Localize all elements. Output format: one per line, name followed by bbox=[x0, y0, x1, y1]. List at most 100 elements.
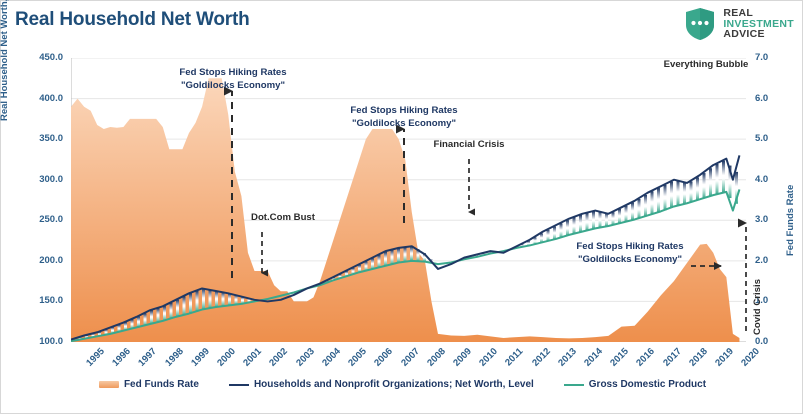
legend-swatch-area-icon bbox=[98, 381, 119, 388]
band-stripe bbox=[176, 299, 179, 317]
band-stripe bbox=[696, 177, 699, 201]
band-stripe bbox=[605, 212, 608, 227]
band-stripe bbox=[670, 181, 673, 208]
band-stripe bbox=[423, 253, 426, 262]
y-axis-left-tick: 300.0 bbox=[39, 173, 63, 185]
x-axis-tick: 1995 bbox=[84, 346, 107, 369]
band-stripe bbox=[150, 310, 153, 325]
band-stripe bbox=[592, 211, 595, 230]
chart-legend: Fed Funds Rate Households and Nonprofit … bbox=[1, 379, 803, 390]
x-axis-tick: 2007 bbox=[398, 346, 422, 369]
x-axis-tick: 2011 bbox=[503, 346, 526, 369]
gdp-line-path bbox=[71, 189, 741, 342]
y-axis-right-tick: 0.0 bbox=[755, 336, 769, 347]
band-stripe bbox=[572, 217, 576, 235]
band-stripe bbox=[735, 171, 738, 204]
y-axis-left-tick: 400.0 bbox=[39, 92, 63, 104]
annotation-dot-com-bust-line1: Dot.Com Bust bbox=[251, 212, 315, 223]
band-stripe bbox=[351, 267, 355, 275]
y-axis-right-tick: 2.0 bbox=[755, 254, 769, 266]
y-axis-right-tick: 1.0 bbox=[755, 295, 769, 307]
y-axis-right-tick: 3.0 bbox=[755, 214, 769, 226]
band-stripe bbox=[364, 261, 368, 271]
legend-label-net-worth: Households and Nonprofit Organizations; … bbox=[253, 379, 534, 390]
band-stripe bbox=[722, 160, 725, 193]
y-axis-left-tick: 450.0 bbox=[39, 52, 63, 63]
band-stripe bbox=[611, 212, 615, 226]
band-stripe bbox=[189, 293, 192, 314]
band-stripe bbox=[410, 246, 413, 262]
band-stripe bbox=[345, 271, 348, 277]
annotation-fed-stops-1-line1: Fed Stops Hiking Rates bbox=[179, 67, 287, 78]
band-stripe bbox=[559, 223, 563, 238]
band-stripe bbox=[397, 248, 400, 263]
band-stripe bbox=[124, 322, 127, 331]
band-stripe bbox=[683, 181, 686, 205]
band-stripe bbox=[163, 306, 166, 321]
legend-label-gdp: Gross Domestic Product bbox=[588, 379, 707, 390]
x-axis-tick: 2004 bbox=[320, 346, 343, 369]
logo-line-3: ADVICE bbox=[723, 28, 765, 41]
band-stripe bbox=[585, 212, 589, 231]
annotation-fed-stops-1-line2: "Goldilocks Economy" bbox=[181, 79, 285, 91]
legend-swatch-line-icon bbox=[228, 383, 249, 386]
band-stripe bbox=[546, 229, 550, 242]
x-axis-tick: 2015 bbox=[608, 346, 632, 369]
band-stripe bbox=[689, 181, 693, 203]
band-stripe bbox=[111, 327, 114, 334]
x-axis-tick: 1998 bbox=[162, 346, 186, 369]
band-stripe bbox=[91, 333, 95, 338]
x-axis-tick: 2000 bbox=[215, 346, 238, 369]
legend-item-fed-funds-rate[interactable]: Fed Funds Rate bbox=[98, 379, 199, 390]
band-stripe bbox=[416, 249, 420, 262]
band-stripe bbox=[241, 296, 244, 304]
x-axis-tick: 2005 bbox=[346, 346, 370, 369]
band-stripe bbox=[358, 264, 361, 273]
shield-icon bbox=[686, 8, 715, 40]
band-stripe bbox=[390, 249, 394, 265]
band-stripe bbox=[202, 288, 205, 310]
band-stripe bbox=[540, 233, 543, 243]
band-stripe bbox=[143, 313, 147, 326]
x-axis-tick: 2009 bbox=[451, 346, 474, 369]
band-stripe bbox=[553, 226, 556, 240]
band-stripe bbox=[527, 241, 530, 246]
band-stripe bbox=[709, 168, 712, 197]
band-stripe bbox=[371, 258, 374, 270]
x-axis-tick: 2006 bbox=[372, 346, 396, 369]
annotation-fed-stops-3: Fed Stops Hiking Rates "Goldilocks Econo… bbox=[568, 241, 692, 266]
y-axis-left-title: Real Household Net Worth, GDP (Index = 1… bbox=[0, 0, 10, 121]
y-axis-left-tick: 200.0 bbox=[39, 254, 63, 266]
x-axis-tick: 1996 bbox=[110, 346, 134, 369]
band-stripe bbox=[208, 289, 212, 309]
band-stripe bbox=[520, 244, 524, 248]
fed-funds-area-path bbox=[71, 78, 740, 342]
y-axis-left-tick: 150.0 bbox=[39, 295, 63, 307]
band-stripe bbox=[338, 274, 342, 279]
band-stripe bbox=[618, 209, 621, 224]
band-stripe bbox=[195, 290, 199, 312]
x-axis-tick: 2010 bbox=[477, 346, 501, 369]
chart-canvas bbox=[71, 58, 746, 342]
fed-funds-area bbox=[71, 78, 740, 342]
legend-swatch-line2-icon bbox=[563, 383, 584, 386]
annotation-everything-bubble-line1: Everything Bubble bbox=[663, 59, 749, 70]
annotation-dot-com-bust: Dot.Com Bust bbox=[235, 212, 331, 225]
y-axis-right-title: Fed Funds Rate bbox=[785, 184, 796, 256]
y-axis-left-tick: 250.0 bbox=[39, 214, 63, 226]
net-worth-line-path bbox=[71, 155, 741, 341]
logo-line-1: REAL bbox=[723, 7, 754, 20]
band-stripe bbox=[624, 205, 628, 222]
band-stripe bbox=[657, 188, 660, 213]
band-stripe bbox=[384, 251, 387, 267]
legend-item-net-worth[interactable]: Households and Nonprofit Organizations; … bbox=[228, 379, 534, 390]
band-stripe bbox=[650, 191, 654, 215]
band-stripe bbox=[182, 296, 186, 316]
logo-line-2: INVESTMENT bbox=[723, 17, 794, 30]
band-stripe bbox=[130, 319, 134, 329]
x-axis-tick: 2014 bbox=[582, 346, 605, 369]
legend-item-gdp[interactable]: Gross Domestic Product bbox=[563, 379, 707, 390]
x-axis-tick: 2016 bbox=[634, 346, 658, 369]
x-axis-tick: 2017 bbox=[660, 346, 684, 369]
band-stripe bbox=[137, 316, 140, 328]
